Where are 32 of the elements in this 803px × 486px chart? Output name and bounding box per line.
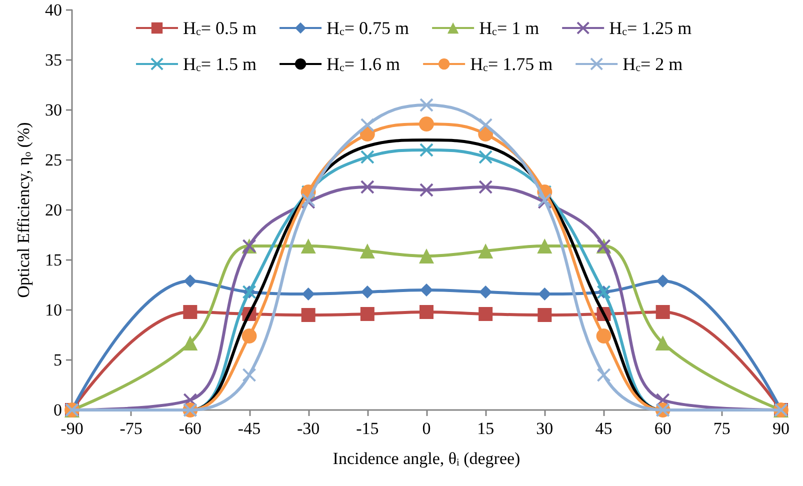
legend-label: Hc= 0.75 m — [326, 18, 410, 38]
y-tick-label: 5 — [54, 350, 62, 370]
legend-label: Hc= 1.6 m — [326, 54, 400, 74]
legend-label: Hc= 1.75 m — [470, 54, 553, 74]
legend-label: Hc= 0.5 m — [183, 18, 257, 38]
y-tick-label: 20 — [45, 200, 62, 220]
y-tick-label: 0 — [54, 400, 62, 420]
y-tick-label: 10 — [45, 300, 62, 320]
y-tick-label: 25 — [45, 150, 62, 170]
x-tick-label: 90 — [772, 419, 790, 438]
y-axis-title: Optical Efficiency, ηₒ (%) — [14, 122, 33, 298]
x-tick-label: -90 — [60, 419, 84, 438]
legend-label: Hc= 2 m — [622, 54, 683, 74]
x-tick-label: -45 — [238, 419, 261, 438]
x-tick-label: -60 — [178, 419, 202, 438]
x-tick-label: 45 — [595, 419, 612, 438]
x-tick-label: 75 — [713, 419, 730, 438]
x-tick-label: -15 — [356, 419, 379, 438]
x-tick-label: 15 — [477, 419, 494, 438]
legend-label: Hc= 1 m — [479, 18, 540, 38]
x-tick-label: 60 — [654, 419, 672, 438]
y-tick-label: 35 — [45, 50, 62, 70]
y-tick-label: 40 — [45, 0, 62, 20]
y-tick-label: 30 — [45, 100, 62, 120]
x-tick-label: 30 — [536, 419, 554, 438]
x-tick-label: -30 — [296, 419, 320, 438]
x-tick-label: 0 — [422, 419, 431, 438]
legend-label: Hc= 1.25 m — [609, 18, 692, 38]
legend-label: Hc= 1.5 m — [183, 54, 257, 74]
x-tick-label: -75 — [120, 419, 142, 438]
x-axis-title: Incidence angle, θᵢ (degree) — [332, 449, 520, 468]
y-tick-label: 15 — [45, 250, 62, 270]
